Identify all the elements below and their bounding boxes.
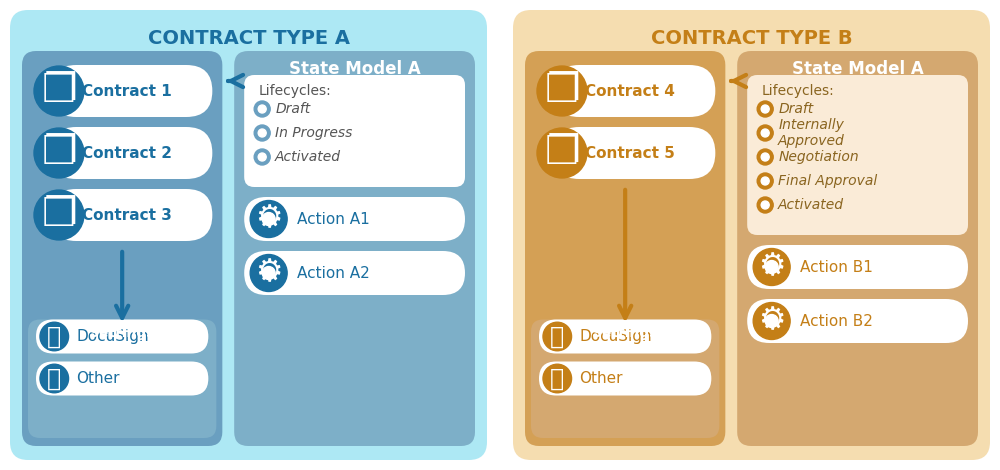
Text: ⧉: ⧉: [47, 367, 61, 391]
Text: Final Approval: Final Approval: [778, 174, 877, 188]
Circle shape: [34, 128, 84, 178]
Circle shape: [250, 255, 287, 291]
FancyBboxPatch shape: [244, 251, 465, 295]
FancyBboxPatch shape: [10, 10, 487, 460]
Circle shape: [254, 125, 270, 141]
Text: ⎓: ⎓: [550, 324, 564, 348]
Text: Contract 2: Contract 2: [82, 146, 172, 160]
Text: DocuSign: DocuSign: [580, 329, 652, 344]
FancyBboxPatch shape: [50, 127, 212, 179]
Text: State Model A: State Model A: [289, 60, 420, 78]
Circle shape: [761, 129, 769, 137]
Circle shape: [537, 128, 587, 178]
FancyBboxPatch shape: [747, 299, 968, 343]
Text: ❐: ❐: [41, 133, 77, 173]
Circle shape: [254, 101, 270, 117]
Text: Other: Other: [580, 371, 623, 386]
Text: ⧉: ⧉: [550, 367, 564, 391]
FancyBboxPatch shape: [50, 65, 212, 117]
Text: Settings: Settings: [89, 327, 155, 340]
FancyBboxPatch shape: [234, 51, 475, 446]
FancyBboxPatch shape: [513, 10, 990, 460]
Text: Negotiation: Negotiation: [778, 150, 859, 164]
Text: Activated: Activated: [275, 150, 341, 164]
Circle shape: [258, 105, 266, 113]
Text: Settings: Settings: [592, 327, 658, 340]
FancyBboxPatch shape: [737, 51, 978, 446]
Text: Draft: Draft: [275, 102, 310, 116]
Text: DocuSign: DocuSign: [77, 329, 149, 344]
Circle shape: [761, 177, 769, 185]
Circle shape: [258, 153, 266, 161]
FancyBboxPatch shape: [747, 245, 968, 289]
Text: In Progress: In Progress: [275, 126, 353, 140]
Circle shape: [543, 322, 572, 351]
Text: Contract 5: Contract 5: [585, 146, 675, 160]
Text: ⎓: ⎓: [47, 324, 61, 348]
Circle shape: [543, 364, 572, 393]
FancyBboxPatch shape: [531, 320, 719, 438]
Circle shape: [40, 364, 69, 393]
Circle shape: [34, 190, 84, 240]
Text: ❐: ❐: [544, 133, 580, 173]
Circle shape: [262, 266, 275, 280]
FancyBboxPatch shape: [36, 320, 208, 353]
Text: ⚙: ⚙: [758, 306, 785, 336]
Text: Contract 1: Contract 1: [82, 84, 172, 99]
Circle shape: [34, 66, 84, 116]
Text: ⚙: ⚙: [255, 204, 282, 234]
Circle shape: [765, 314, 778, 328]
Circle shape: [757, 101, 773, 117]
Circle shape: [761, 201, 769, 209]
Circle shape: [761, 105, 769, 113]
Text: Lifecycles:: Lifecycles:: [258, 84, 331, 98]
Circle shape: [757, 149, 773, 165]
FancyBboxPatch shape: [553, 65, 715, 117]
Text: State Model A: State Model A: [792, 60, 923, 78]
Text: Contract 3: Contract 3: [82, 207, 172, 222]
Text: Activated: Activated: [778, 198, 844, 212]
Circle shape: [250, 201, 287, 237]
Text: Other: Other: [77, 371, 120, 386]
Text: ❐: ❐: [41, 71, 77, 111]
Text: Contract 4: Contract 4: [585, 84, 675, 99]
FancyBboxPatch shape: [50, 189, 212, 241]
Circle shape: [753, 303, 790, 339]
FancyBboxPatch shape: [553, 127, 715, 179]
Circle shape: [757, 173, 773, 189]
Circle shape: [753, 249, 790, 285]
Text: ⚙: ⚙: [758, 252, 785, 282]
Text: ⚙: ⚙: [255, 258, 282, 288]
FancyBboxPatch shape: [36, 361, 208, 395]
Text: CONTRACT TYPE B: CONTRACT TYPE B: [651, 29, 852, 47]
Circle shape: [40, 322, 69, 351]
Text: Internally
Approved: Internally Approved: [778, 118, 845, 148]
Circle shape: [262, 212, 275, 226]
Text: ❐: ❐: [544, 71, 580, 111]
Circle shape: [254, 149, 270, 165]
FancyBboxPatch shape: [28, 320, 216, 438]
FancyBboxPatch shape: [539, 320, 711, 353]
FancyBboxPatch shape: [539, 361, 711, 395]
Text: Draft: Draft: [778, 102, 813, 116]
Circle shape: [761, 153, 769, 161]
Text: Action A2: Action A2: [297, 266, 370, 281]
Text: Action A1: Action A1: [297, 212, 370, 227]
Circle shape: [757, 197, 773, 213]
FancyBboxPatch shape: [22, 51, 222, 446]
FancyBboxPatch shape: [244, 75, 465, 187]
FancyBboxPatch shape: [525, 51, 725, 446]
Text: Action B1: Action B1: [800, 259, 873, 274]
FancyBboxPatch shape: [747, 75, 968, 235]
Circle shape: [537, 66, 587, 116]
Text: CONTRACT TYPE A: CONTRACT TYPE A: [148, 29, 350, 47]
FancyBboxPatch shape: [244, 197, 465, 241]
Text: Lifecycles:: Lifecycles:: [761, 84, 834, 98]
Text: Action B2: Action B2: [800, 313, 873, 329]
Circle shape: [765, 260, 778, 274]
Text: ❐: ❐: [41, 195, 77, 235]
Circle shape: [258, 129, 266, 137]
Circle shape: [757, 125, 773, 141]
